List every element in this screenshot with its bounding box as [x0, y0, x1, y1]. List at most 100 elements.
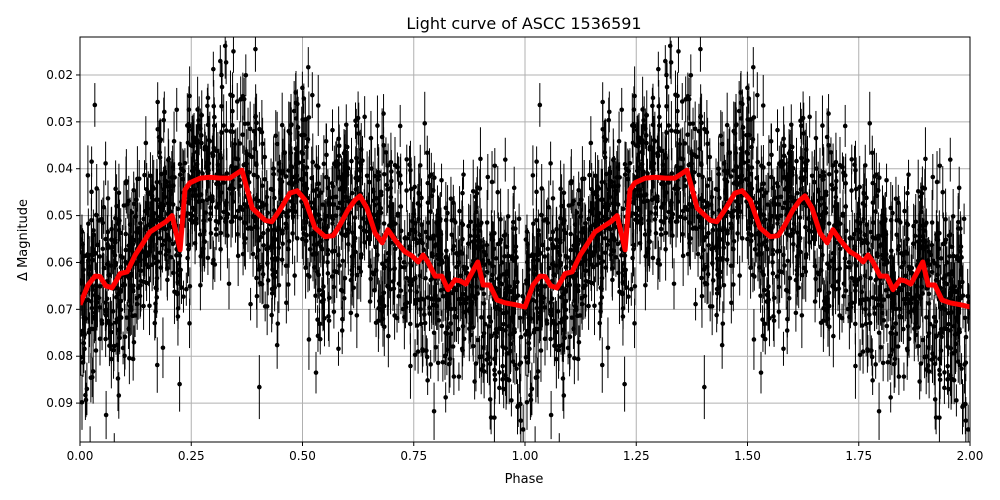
data-point	[373, 244, 378, 250]
data-point	[428, 277, 433, 283]
data-point	[588, 140, 594, 146]
data-point	[896, 243, 902, 249]
data-point	[170, 241, 176, 247]
data-point	[731, 168, 737, 173]
data-point	[258, 204, 263, 210]
data-point	[235, 253, 241, 259]
data-point	[84, 386, 90, 392]
data-point	[142, 172, 147, 178]
data-point	[523, 355, 529, 360]
data-point	[274, 342, 280, 348]
data-point	[581, 176, 587, 182]
data-point	[731, 128, 737, 134]
data-point	[435, 360, 441, 366]
data-point	[923, 156, 928, 162]
data-point	[375, 169, 381, 175]
data-point	[245, 121, 251, 126]
data-point	[492, 163, 498, 169]
data-point	[108, 263, 114, 268]
data-point	[306, 115, 312, 120]
data-point	[408, 363, 413, 369]
data-point	[404, 300, 410, 306]
data-point	[89, 159, 94, 164]
data-point	[853, 167, 858, 173]
data-point	[781, 161, 787, 167]
data-point	[697, 146, 702, 152]
data-point	[90, 326, 96, 332]
data-point	[799, 155, 804, 161]
data-point	[824, 134, 830, 140]
data-point	[933, 319, 939, 324]
data-point	[301, 96, 307, 101]
data-point	[278, 196, 284, 202]
data-point	[529, 386, 535, 392]
data-point	[709, 194, 715, 200]
data-point	[486, 354, 492, 360]
data-point	[642, 232, 648, 237]
data-point	[383, 150, 389, 155]
data-point	[134, 301, 140, 307]
data-point	[89, 217, 94, 223]
data-point	[489, 179, 495, 185]
data-point	[415, 349, 421, 354]
data-point	[130, 288, 136, 294]
data-point	[622, 273, 627, 278]
data-point	[785, 258, 791, 264]
data-point	[607, 238, 613, 243]
data-point	[503, 232, 508, 237]
data-point	[931, 354, 937, 360]
data-point	[849, 300, 855, 306]
data-point	[248, 301, 253, 307]
data-point	[250, 251, 256, 257]
data-point	[826, 171, 832, 177]
data-point	[769, 152, 774, 158]
data-point	[444, 248, 449, 254]
data-point	[488, 319, 494, 324]
data-point	[789, 144, 795, 150]
data-point	[205, 122, 211, 128]
data-point	[771, 314, 776, 319]
data-point	[940, 276, 946, 281]
data-point	[548, 307, 553, 313]
data-point	[296, 160, 302, 165]
data-point	[205, 255, 211, 261]
data-point	[423, 275, 428, 281]
data-point	[184, 286, 189, 292]
data-point	[336, 161, 342, 167]
data-point	[821, 173, 827, 179]
data-point	[826, 290, 832, 296]
data-point	[592, 303, 597, 309]
data-point	[260, 141, 265, 147]
data-point	[177, 161, 183, 167]
data-point	[259, 129, 265, 135]
data-point	[698, 113, 703, 119]
data-point	[381, 290, 387, 296]
data-point	[434, 303, 439, 309]
data-point	[699, 120, 704, 126]
data-point	[775, 184, 781, 189]
data-point	[696, 172, 702, 178]
data-point	[853, 186, 859, 192]
data-point	[303, 265, 308, 271]
data-point	[560, 376, 566, 381]
data-point	[626, 294, 631, 299]
data-point	[622, 381, 627, 387]
data-point	[88, 375, 94, 381]
data-point	[803, 224, 808, 230]
data-point	[216, 168, 222, 174]
data-point	[820, 169, 826, 175]
data-point	[896, 200, 901, 206]
data-point	[902, 208, 907, 214]
data-point	[668, 60, 674, 65]
data-point	[857, 352, 863, 358]
data-point	[293, 146, 299, 152]
data-point	[408, 167, 413, 173]
data-point	[677, 141, 683, 147]
data-point	[523, 332, 528, 337]
data-point	[571, 326, 576, 332]
data-point	[881, 297, 887, 303]
data-point	[884, 323, 890, 329]
data-point	[122, 353, 127, 359]
data-point	[765, 202, 771, 207]
data-point	[707, 304, 713, 309]
